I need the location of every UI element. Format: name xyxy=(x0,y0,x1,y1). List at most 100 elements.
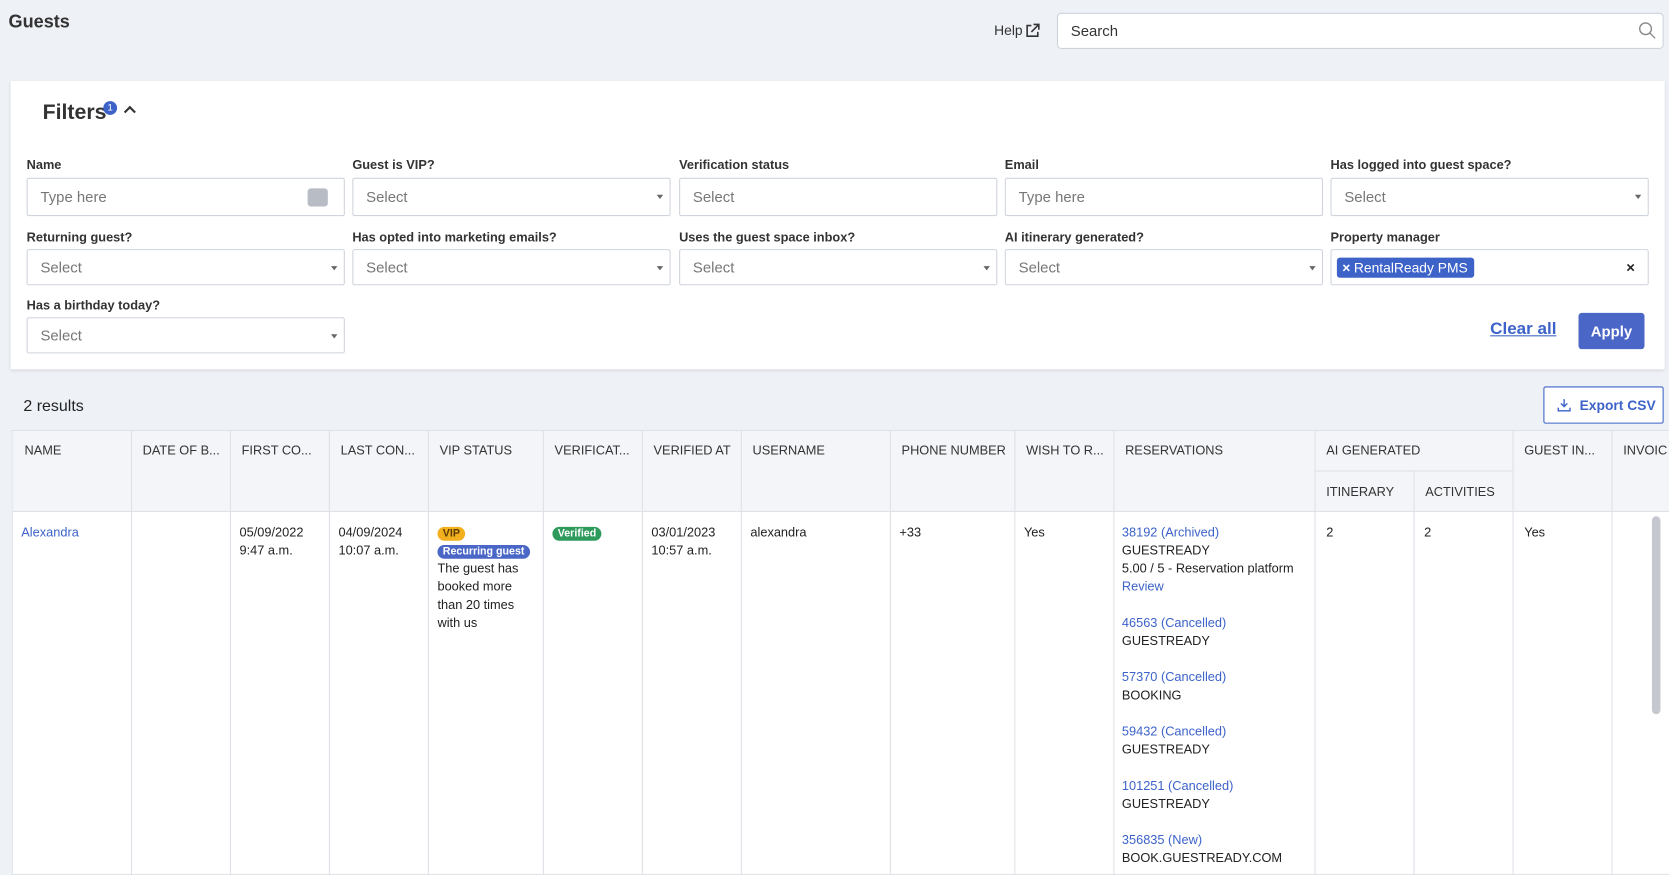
filter-input[interactable]: Type here xyxy=(1004,177,1324,217)
filter-input[interactable]: Select xyxy=(26,317,345,354)
filters-panel: Filters 1 Name Type here Guest is VIP? Select… xyxy=(10,80,1665,370)
reservation-detail: GUESTREADY xyxy=(1121,633,1210,649)
chip-text: RentalReady PMS xyxy=(1353,259,1468,276)
column-header[interactable]: DATE OF B... xyxy=(142,442,220,458)
filter-input[interactable]: Select xyxy=(352,177,671,217)
activities: 2 xyxy=(1424,524,1432,540)
scrollbar xyxy=(1651,516,1661,715)
filter-input[interactable]: Select xyxy=(679,177,998,217)
filter-input[interactable]: Select xyxy=(1004,249,1324,286)
guest-name-link[interactable]: Alexandra xyxy=(21,524,79,540)
apply-button[interactable]: Apply xyxy=(1578,312,1645,350)
column-header[interactable]: VIP STATUS xyxy=(439,442,512,458)
reservation-detail: GUESTREADY xyxy=(1121,741,1210,757)
export-button[interactable]: Export CSV xyxy=(1543,386,1664,424)
filter-placeholder: Select xyxy=(40,258,82,276)
filters-title: Filters xyxy=(42,101,107,125)
cell-text: 05/09/2022 xyxy=(239,524,304,540)
column-header[interactable]: NAME xyxy=(24,442,62,458)
filter-input[interactable]: Select xyxy=(352,249,671,286)
column-header[interactable]: WISH TO R... xyxy=(1026,442,1104,458)
column-header[interactable]: USERNAME xyxy=(752,442,825,458)
column-divider xyxy=(427,431,429,875)
column-divider xyxy=(1512,431,1514,875)
cell-text: 10:07 a.m. xyxy=(338,542,399,558)
clear-field[interactable]: × xyxy=(1626,258,1635,276)
cell-text: 03/01/2023 xyxy=(651,524,716,540)
verification-badge: Verified xyxy=(552,526,602,541)
reservation-link[interactable]: 59432 (Cancelled) xyxy=(1121,723,1227,739)
column-subheader[interactable]: ACTIVITIES xyxy=(1425,484,1495,500)
filter-input[interactable]: Select xyxy=(679,249,998,286)
select-caret xyxy=(1634,194,1642,200)
filter-label: Uses the guest space inbox? xyxy=(679,229,856,245)
export-label: Export CSV xyxy=(1579,397,1656,413)
filter-chip: × RentalReady PMS xyxy=(1336,257,1475,278)
filter-label: Has logged into guest space? xyxy=(1330,157,1512,173)
column-header[interactable]: GUEST IN... xyxy=(1524,442,1595,458)
select-caret xyxy=(983,266,990,271)
vip-badge: Recurring guest xyxy=(437,544,530,559)
collapse-chevron[interactable] xyxy=(123,105,136,118)
cell-text: 04/09/2024 xyxy=(338,524,403,540)
subheader-divider xyxy=(1314,470,1513,472)
column-divider xyxy=(328,431,330,875)
column-header: AI GENERATED xyxy=(1326,442,1421,458)
filter-input[interactable]: Select xyxy=(26,249,345,286)
select-caret xyxy=(656,194,664,200)
vip-note: The guest has booked more than 20 times … xyxy=(437,560,519,631)
column-header[interactable]: RESERVATIONS xyxy=(1125,442,1224,458)
filter-placeholder: Select xyxy=(1018,258,1061,276)
reservation-detail: BOOK.GUESTREADY.COM xyxy=(1121,850,1283,866)
review-link[interactable]: Review xyxy=(1121,579,1164,594)
reservation-link[interactable]: 38192 (Archived) xyxy=(1121,524,1220,540)
column-header[interactable]: VERIFICAT... xyxy=(554,442,630,458)
column-header[interactable]: FIRST CO... xyxy=(241,442,312,458)
reservation-detail: 5.00 / 5 - Reservation platform xyxy=(1121,560,1294,576)
search-icon xyxy=(1639,22,1656,39)
filter-placeholder: Select xyxy=(1344,188,1386,206)
filter-label: Name xyxy=(26,157,62,173)
filter-placeholder: Select xyxy=(366,188,408,206)
chip-remove[interactable]: × xyxy=(1342,259,1351,276)
username: alexandra xyxy=(750,524,807,540)
guest-in: Yes xyxy=(1524,524,1546,540)
filter-label: Email xyxy=(1004,157,1039,173)
column-divider xyxy=(1413,470,1415,875)
reservation-link[interactable]: 57370 (Cancelled) xyxy=(1121,669,1227,685)
column-subheader[interactable]: ITINERARY xyxy=(1326,484,1395,500)
filter-input[interactable]: Type here xyxy=(26,177,345,217)
guests-table: NAME DATE OF B... FIRST CO... LAST CON... VI… xyxy=(11,430,1669,875)
wish: Yes xyxy=(1023,524,1045,540)
search-placeholder: Search xyxy=(1070,22,1119,40)
filter-label: Verification status xyxy=(679,157,790,173)
filter-placeholder: Select xyxy=(40,326,82,344)
reservation-detail: GUESTREADY xyxy=(1121,796,1210,812)
filter-placeholder: Select xyxy=(692,188,735,206)
reservation-link[interactable]: 46563 (Cancelled) xyxy=(1121,615,1227,631)
reservation-link[interactable]: 101251 (Cancelled) xyxy=(1121,778,1234,793)
filter-label: Returning guest? xyxy=(26,229,133,245)
help-link[interactable]: Help xyxy=(994,22,1023,39)
column-divider xyxy=(130,431,132,875)
filter-input[interactable]: Select xyxy=(1330,177,1649,217)
column-header[interactable]: VERIFIED AT xyxy=(653,442,731,458)
field-icon xyxy=(307,188,328,207)
column-divider xyxy=(1611,431,1613,875)
filters-badge: 1 xyxy=(103,101,118,115)
external-icon xyxy=(1026,23,1040,37)
phone: +33 xyxy=(899,524,922,540)
download-icon xyxy=(1557,399,1571,412)
column-header[interactable]: INVOIC xyxy=(1623,442,1668,458)
select-caret xyxy=(656,266,664,271)
column-header[interactable]: PHONE NUMBER xyxy=(901,442,1006,458)
filter-input[interactable]: × RentalReady PMS × xyxy=(1330,249,1649,286)
column-header[interactable]: LAST CON... xyxy=(340,442,415,458)
reservation-link[interactable]: 356835 (New) xyxy=(1121,832,1203,848)
search-box[interactable]: Search xyxy=(1056,12,1664,49)
filter-placeholder: Select xyxy=(692,258,735,276)
column-divider xyxy=(641,431,643,875)
clear-all[interactable]: Clear all xyxy=(1490,320,1557,339)
filter-placeholder: Select xyxy=(366,258,408,276)
